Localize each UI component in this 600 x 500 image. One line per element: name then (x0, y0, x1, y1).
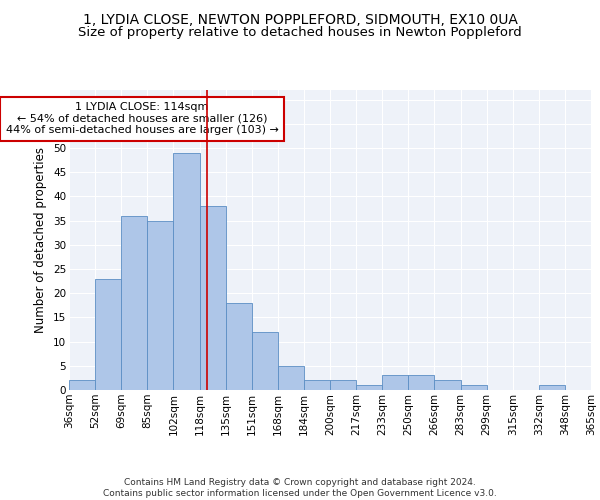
Text: 1, LYDIA CLOSE, NEWTON POPPLEFORD, SIDMOUTH, EX10 0UA: 1, LYDIA CLOSE, NEWTON POPPLEFORD, SIDMO… (83, 12, 517, 26)
Bar (409, 376, 434, 390)
Bar (121, 216, 148, 390)
Text: Size of property relative to detached houses in Newton Poppleford: Size of property relative to detached ho… (78, 26, 522, 39)
Bar (199, 206, 226, 390)
Bar (356, 385, 382, 390)
Bar (434, 380, 461, 390)
Bar (330, 380, 356, 390)
Text: 1 LYDIA CLOSE: 114sqm
← 54% of detached houses are smaller (126)
44% of semi-det: 1 LYDIA CLOSE: 114sqm ← 54% of detached … (5, 102, 278, 136)
Text: Contains HM Land Registry data © Crown copyright and database right 2024.
Contai: Contains HM Land Registry data © Crown c… (103, 478, 497, 498)
Bar (461, 385, 487, 390)
Bar (173, 153, 199, 390)
Bar (382, 376, 409, 390)
Bar (539, 385, 565, 390)
Y-axis label: Number of detached properties: Number of detached properties (34, 147, 47, 333)
Bar (252, 332, 278, 390)
Bar (69, 380, 95, 390)
Bar (226, 303, 252, 390)
Bar (95, 278, 121, 390)
Bar (278, 366, 304, 390)
Bar (304, 380, 330, 390)
Bar (148, 220, 173, 390)
